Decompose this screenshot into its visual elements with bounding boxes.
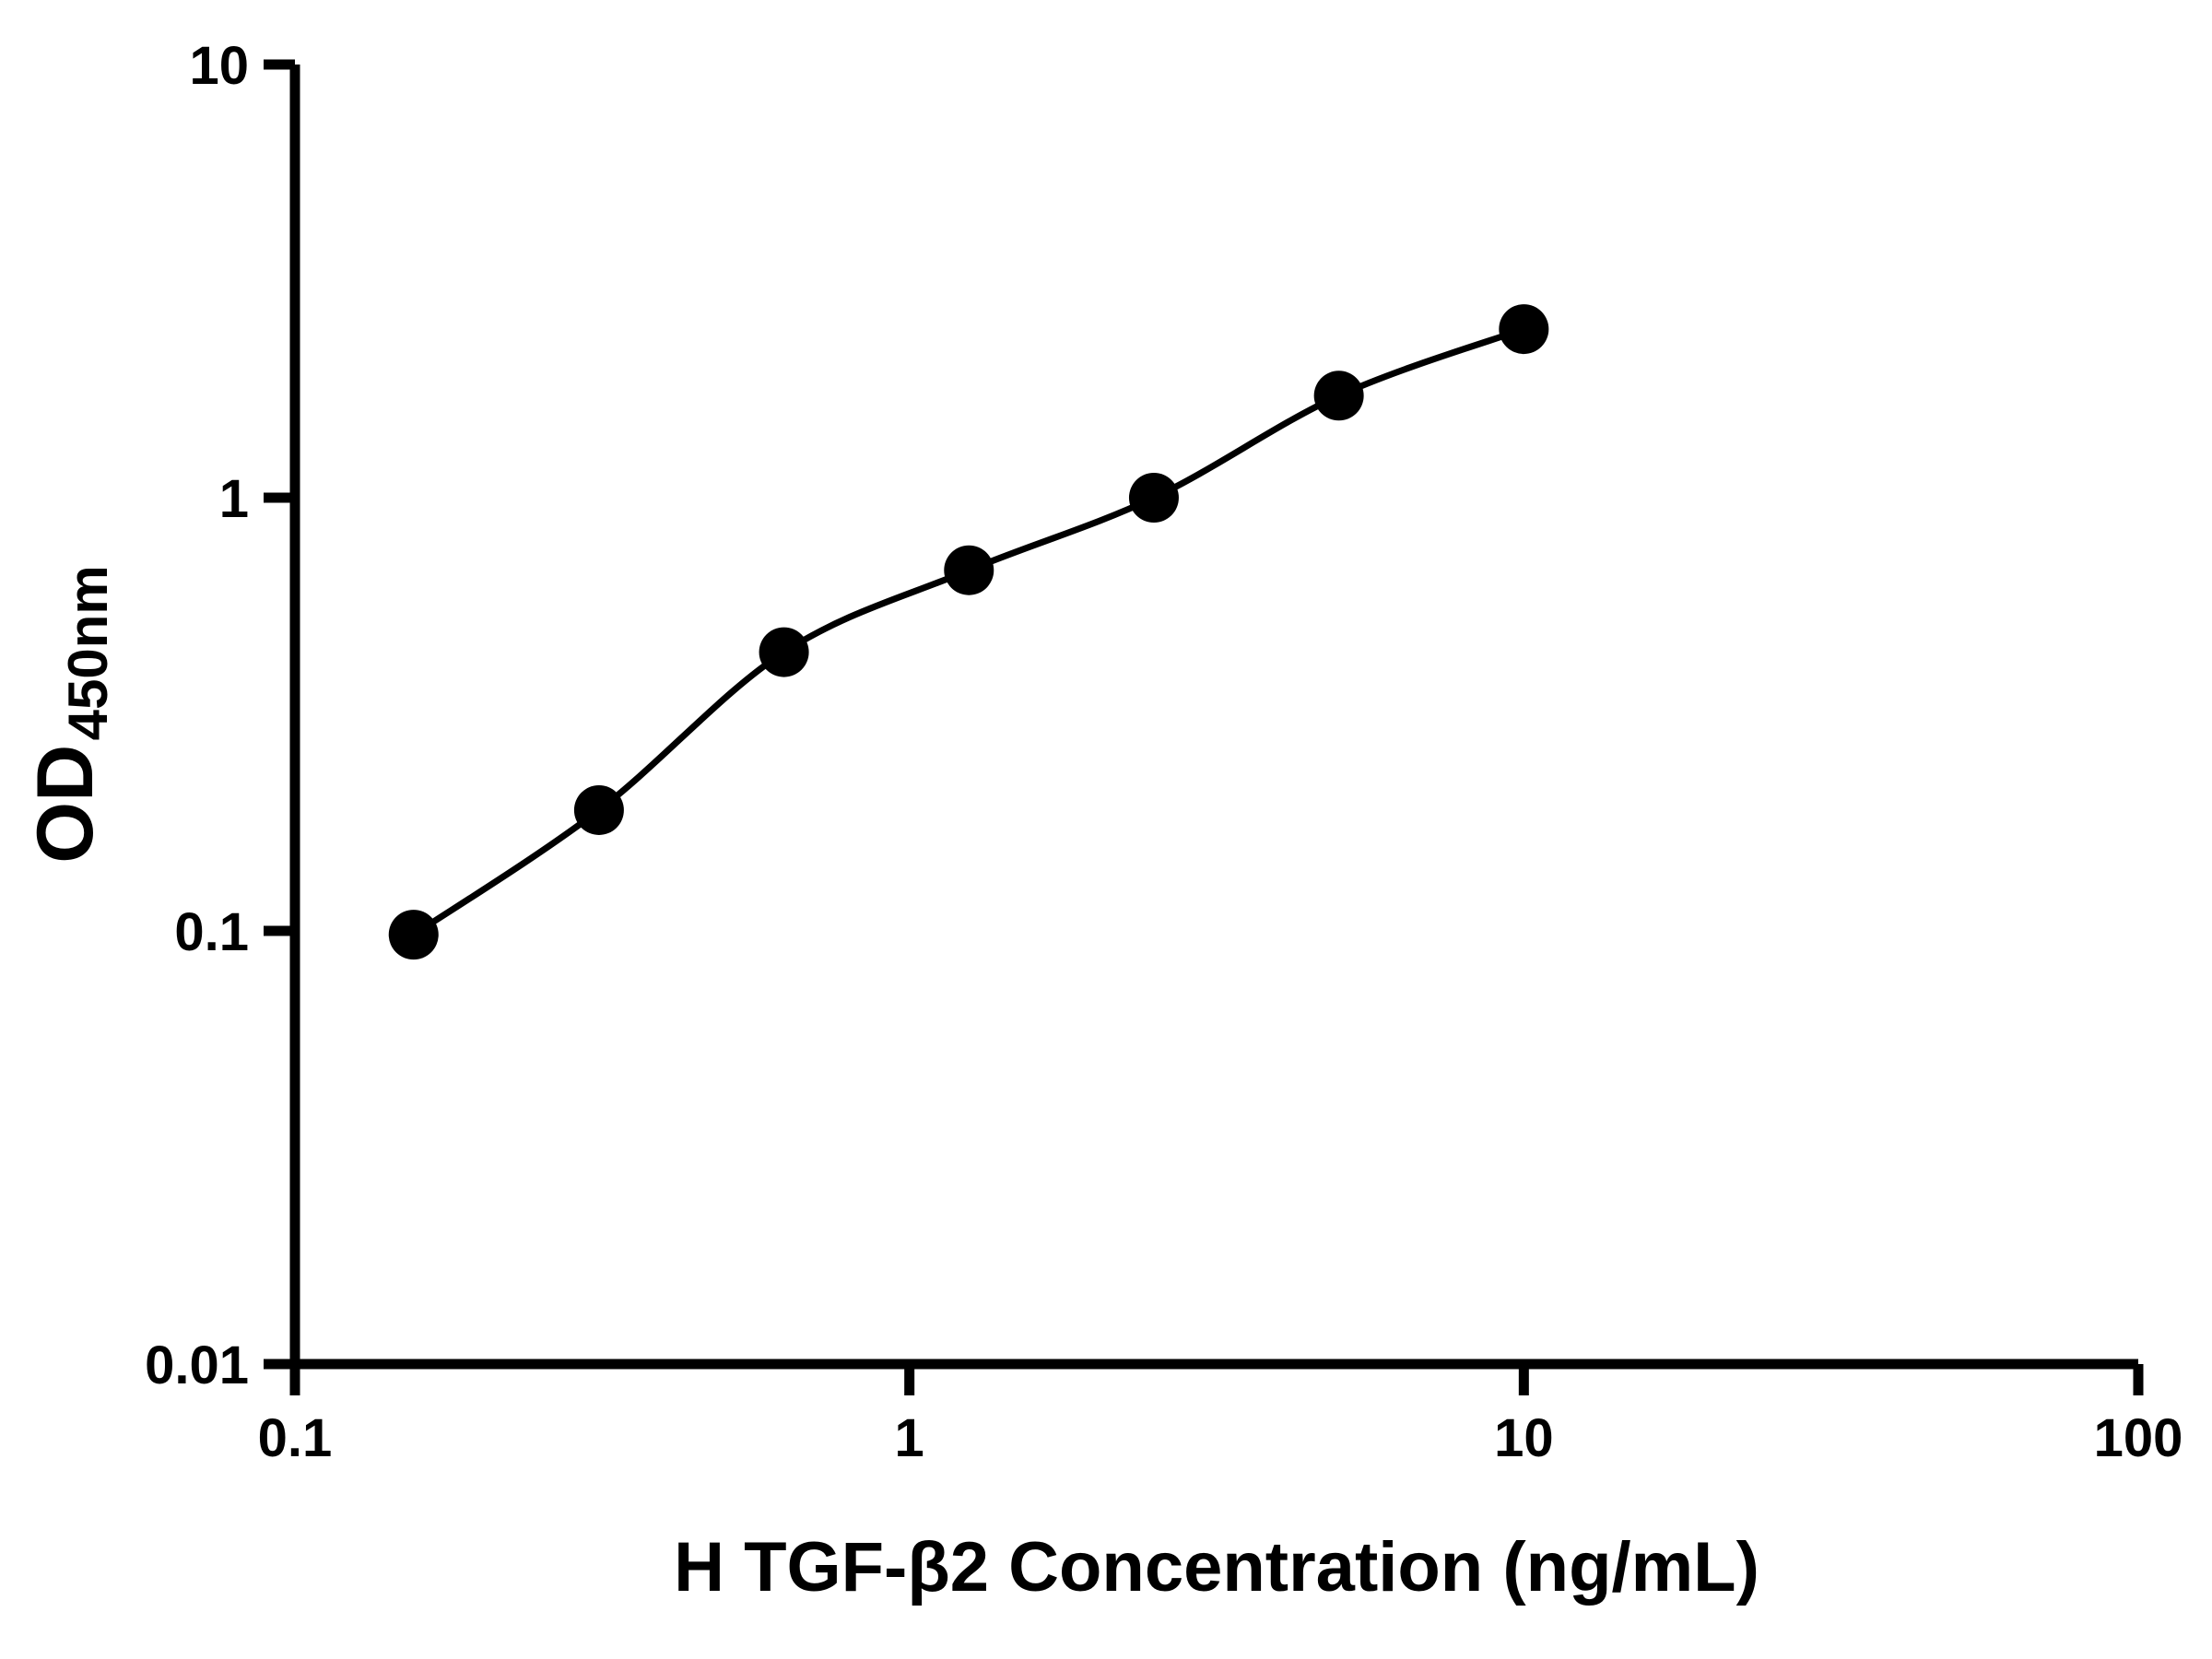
y-axis-title: OD 450nm (21, 565, 119, 864)
data-point (1313, 371, 1364, 421)
data-point (1499, 304, 1549, 355)
axis-lines (289, 65, 2138, 1370)
x-tick-label: 0.1 (258, 1408, 333, 1468)
y-axis-title-main: OD (21, 745, 110, 864)
y-tick-label: 0.1 (174, 902, 249, 962)
data-point (388, 910, 439, 960)
fit-curve (410, 325, 1527, 938)
data-point (759, 627, 809, 677)
y-axis-ticks (264, 59, 295, 1370)
y-tick-label: 1 (219, 469, 249, 529)
x-axis-tick-labels: 0.1 1 10 100 (258, 1408, 2183, 1468)
x-axis-title: H TGF-β2 Concentration (ng/mL) (674, 1528, 1759, 1606)
x-tick-label: 1 (895, 1408, 924, 1468)
data-point (1128, 473, 1179, 523)
axes (264, 59, 2144, 1395)
y-axis-title-subscript: 450nm (57, 565, 119, 740)
y-axis-tick-labels: 0.01 0.1 1 10 (145, 36, 249, 1395)
data-point (944, 545, 994, 595)
x-tick-label: 10 (1494, 1408, 1554, 1468)
x-tick-label: 100 (2094, 1408, 2183, 1468)
y-tick-label: 10 (189, 36, 249, 96)
x-axis-ticks (289, 1364, 2144, 1395)
curve-layer (410, 325, 1527, 938)
y-tick-label: 0.01 (145, 1335, 249, 1395)
data-points (388, 304, 1549, 960)
data-point (573, 784, 624, 835)
